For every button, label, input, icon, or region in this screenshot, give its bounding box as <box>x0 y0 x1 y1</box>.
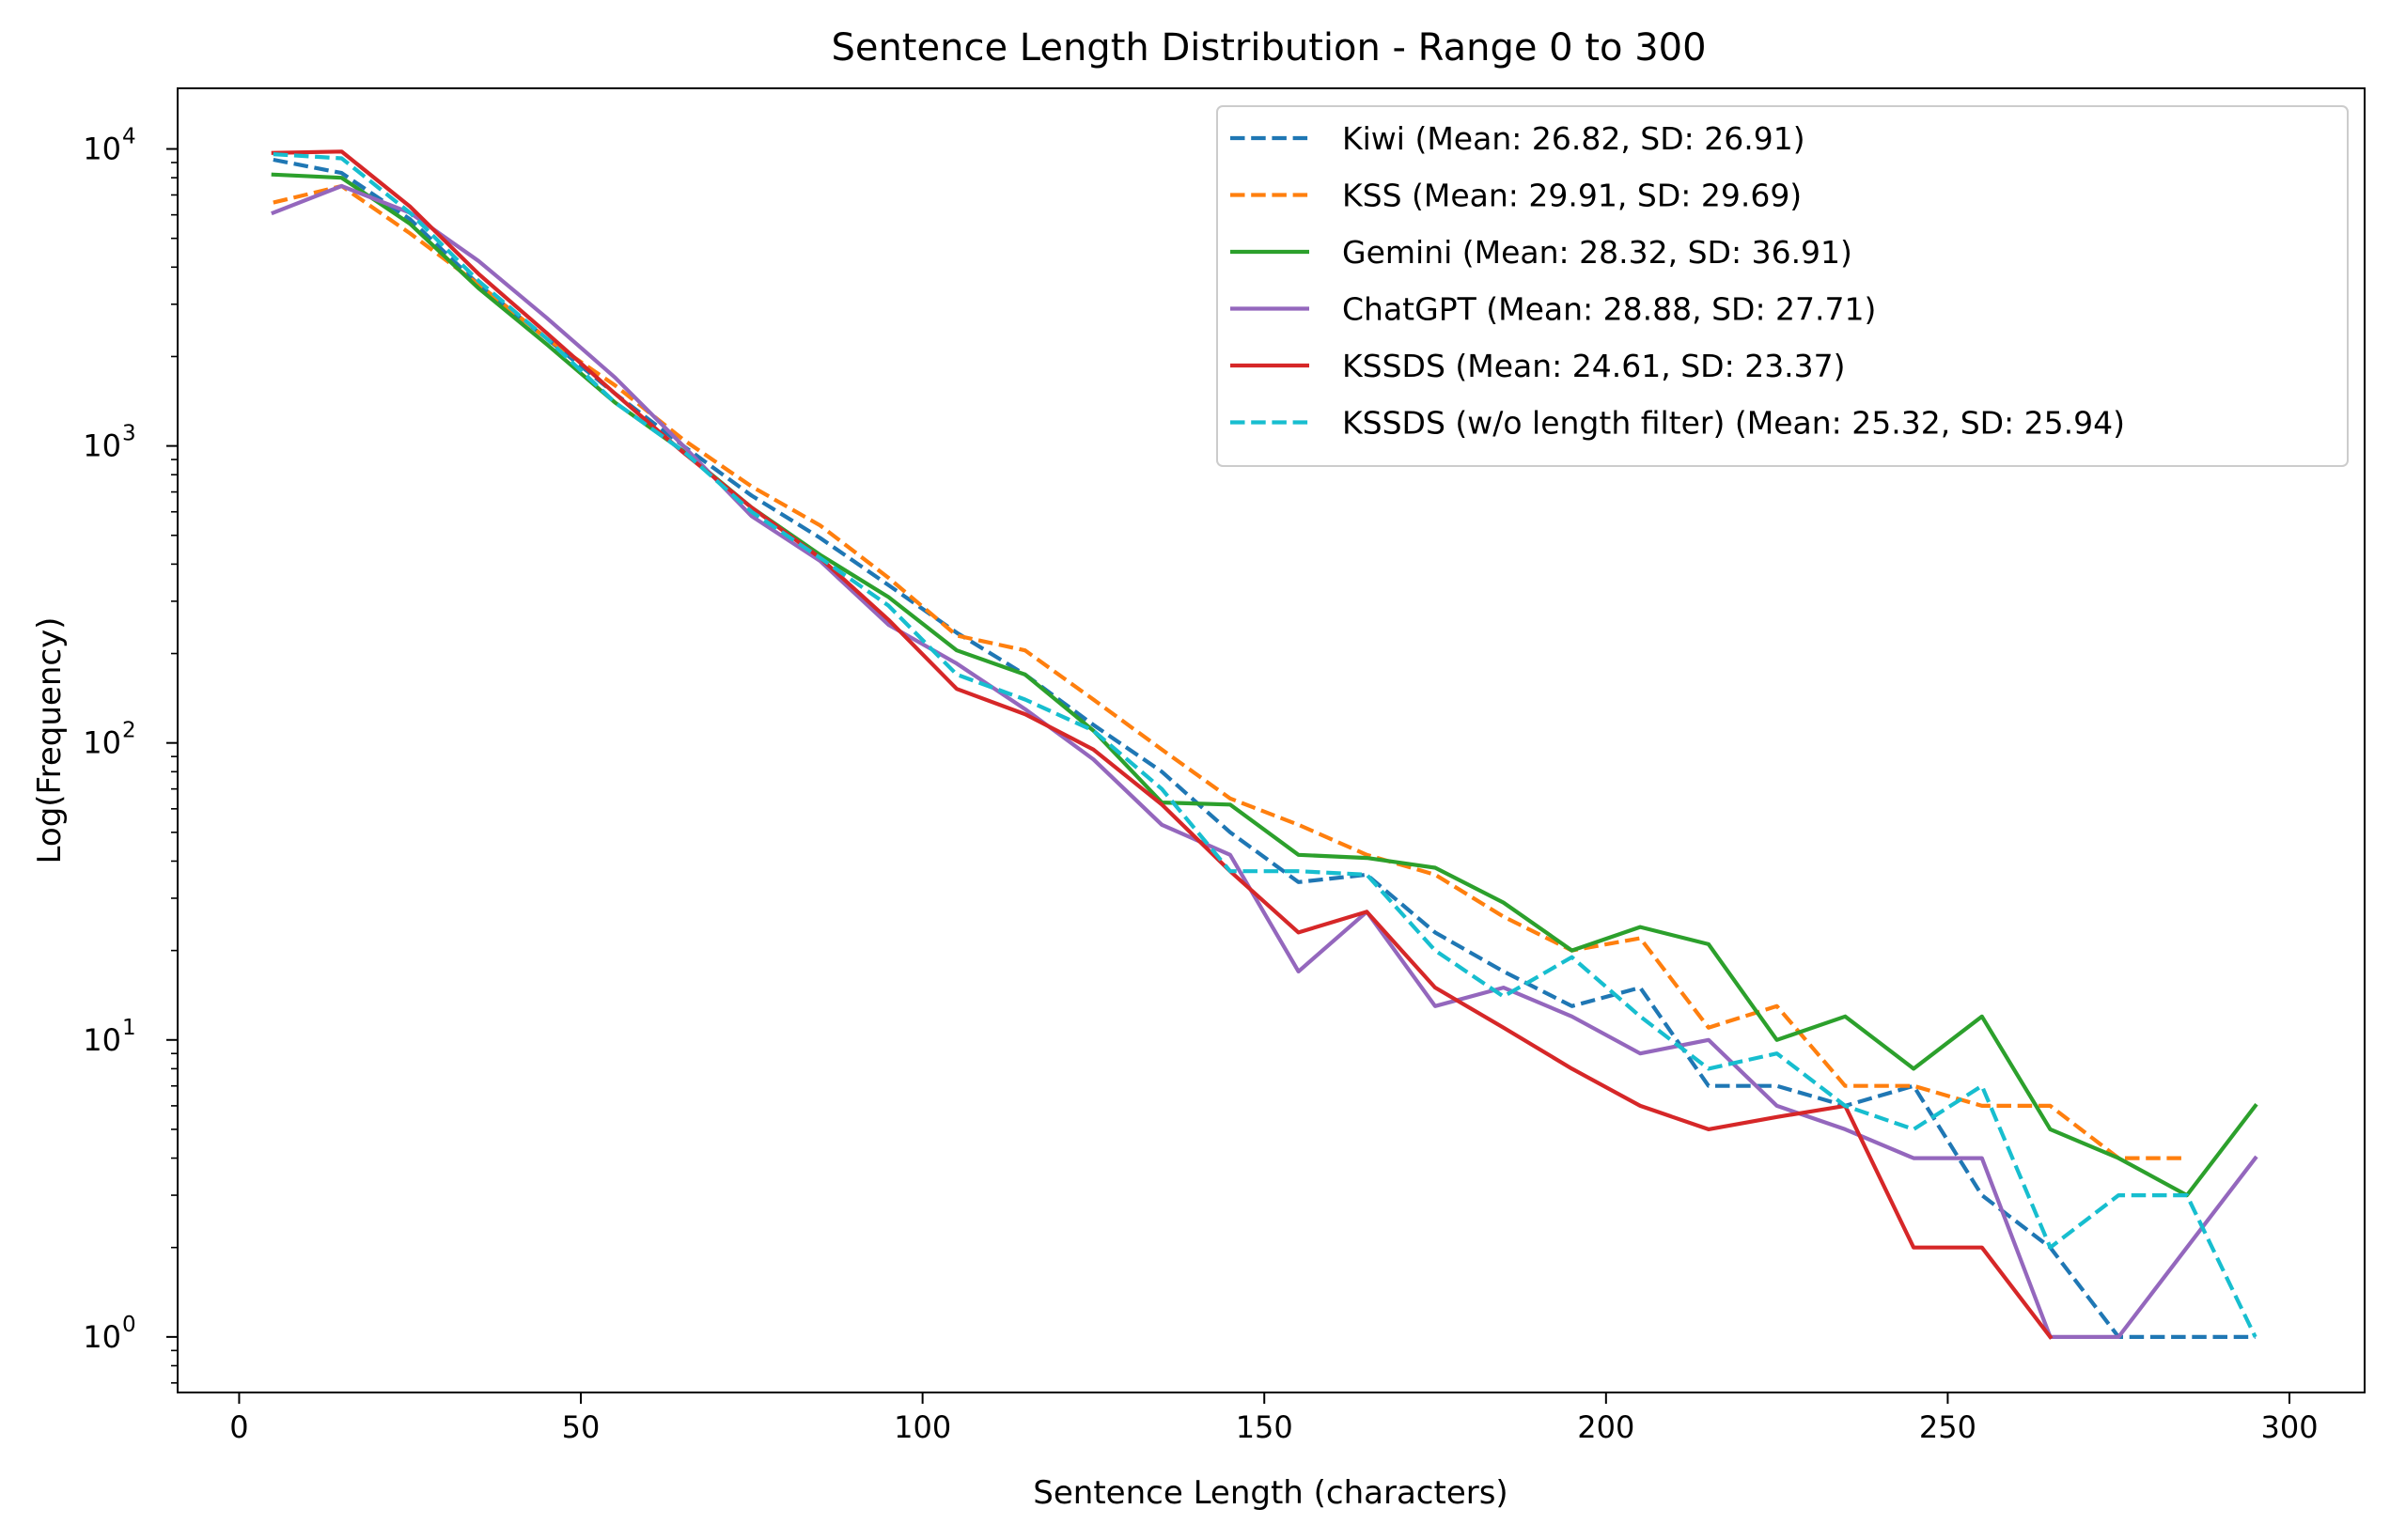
legend-frame <box>1216 105 2349 467</box>
plot-area-frame <box>177 87 2366 1393</box>
legend-entry-1: Kiwi (Mean: 26.82, SD: 26.91) <box>1342 120 1805 157</box>
x-tick-label: 150 <box>1236 1409 1293 1445</box>
y-tick-label: 10 <box>83 725 121 761</box>
legend-entry-6: KSSDS (w/o length filter) (Mean: 25.32, … <box>1342 405 2125 442</box>
y-tick-exponent: 3 <box>122 422 136 446</box>
series-line-4 <box>271 183 2258 1340</box>
y-tick-exponent: 2 <box>122 719 136 743</box>
series-layer <box>271 149 2258 1340</box>
y-tick-label: 10 <box>83 428 121 464</box>
legend-entry-5: KSSDS (Mean: 24.61, SD: 23.37) <box>1342 348 1846 384</box>
series-line-2 <box>273 183 2187 1160</box>
x-tick-label: 250 <box>1919 1409 1976 1445</box>
x-tick-label: 50 <box>562 1409 601 1445</box>
series-line-5 <box>271 149 2054 1340</box>
y-tick-exponent: 4 <box>122 125 136 149</box>
x-tick-label: 100 <box>894 1409 951 1445</box>
legend-entry-3: Gemini (Mean: 28.32, SD: 36.91) <box>1342 234 1852 271</box>
y-tick-label: 10 <box>83 132 121 167</box>
x-tick-label: 200 <box>1577 1409 1634 1445</box>
series-line-6 <box>273 152 2257 1338</box>
x-tick-label: 300 <box>2260 1409 2318 1445</box>
legend-entry-2: KSS (Mean: 29.91, SD: 29.69) <box>1342 178 1802 214</box>
x-axis-label: Sentence Length (characters) <box>1033 1474 1507 1512</box>
y-tick-exponent: 0 <box>122 1313 136 1337</box>
y-tick-label: 10 <box>83 1319 121 1355</box>
chart-title: Sentence Length Distribution - Range 0 t… <box>831 26 1706 70</box>
y-tick-label: 10 <box>83 1022 121 1058</box>
legend: Kiwi (Mean: 26.82, SD: 26.91) KSS (Mean: … <box>1216 105 2349 467</box>
y-axis-label: Log(Frequency) <box>31 617 69 864</box>
x-tick-label: 0 <box>229 1409 248 1445</box>
legend-entry-4: ChatGPT (Mean: 28.88, SD: 27.71) <box>1342 291 1876 328</box>
y-tick-exponent: 1 <box>122 1016 136 1040</box>
